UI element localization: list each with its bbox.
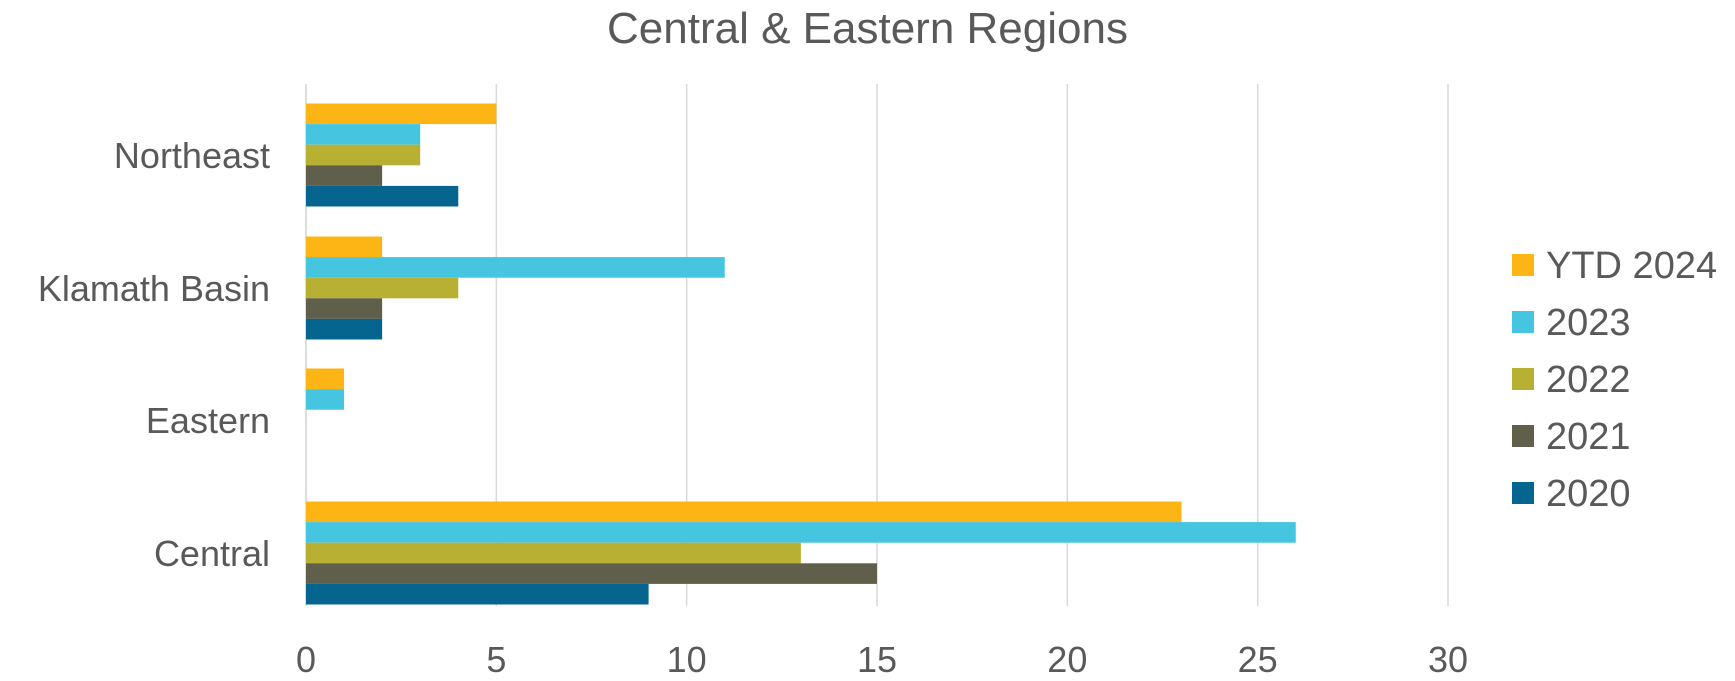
x-tick-label: 15	[857, 639, 897, 680]
bar	[306, 501, 1182, 523]
bar	[306, 144, 421, 166]
x-tick-labels: 0 5 10 15 20 25 30	[296, 639, 1468, 680]
bar	[306, 563, 877, 584]
bar	[306, 236, 383, 258]
legend-label: 2022	[1546, 359, 1631, 401]
legend-swatch	[1512, 368, 1534, 390]
chart-title: Central & Eastern Regions	[607, 4, 1128, 53]
category-label: Northeast	[114, 135, 270, 176]
legend-label: 2023	[1546, 302, 1631, 344]
category-label: Central	[154, 533, 270, 574]
bar	[306, 542, 801, 564]
x-tick-label: 5	[486, 639, 506, 680]
x-tick-label: 20	[1047, 639, 1087, 680]
legend-label: YTD 2024	[1546, 245, 1717, 287]
category-label: Eastern	[146, 400, 270, 441]
bar	[306, 103, 497, 125]
bars	[306, 103, 1296, 605]
x-tick-label: 30	[1428, 639, 1468, 680]
bar	[306, 298, 383, 319]
bar	[306, 583, 649, 605]
legend: YTD 2024 2023 2022 2021 2020	[1512, 245, 1717, 515]
legend-swatch	[1512, 425, 1534, 447]
bar	[306, 257, 725, 278]
x-tick-label: 10	[667, 639, 707, 680]
bar	[306, 165, 383, 186]
legend-swatch	[1512, 311, 1534, 333]
bar	[306, 277, 459, 299]
bar	[306, 522, 1296, 543]
bar	[306, 389, 345, 410]
legend-label: 2020	[1546, 473, 1631, 515]
bar	[306, 124, 421, 145]
legend-label: 2021	[1546, 416, 1631, 458]
legend-swatch	[1512, 254, 1534, 276]
bar	[306, 318, 383, 340]
x-tick-label: 0	[296, 639, 316, 680]
bar	[306, 368, 345, 390]
category-labels: Northeast Klamath Basin Eastern Central	[38, 135, 270, 574]
bar	[306, 185, 459, 207]
x-tick-label: 25	[1238, 639, 1278, 680]
category-label: Klamath Basin	[38, 268, 270, 309]
legend-swatch	[1512, 482, 1534, 504]
